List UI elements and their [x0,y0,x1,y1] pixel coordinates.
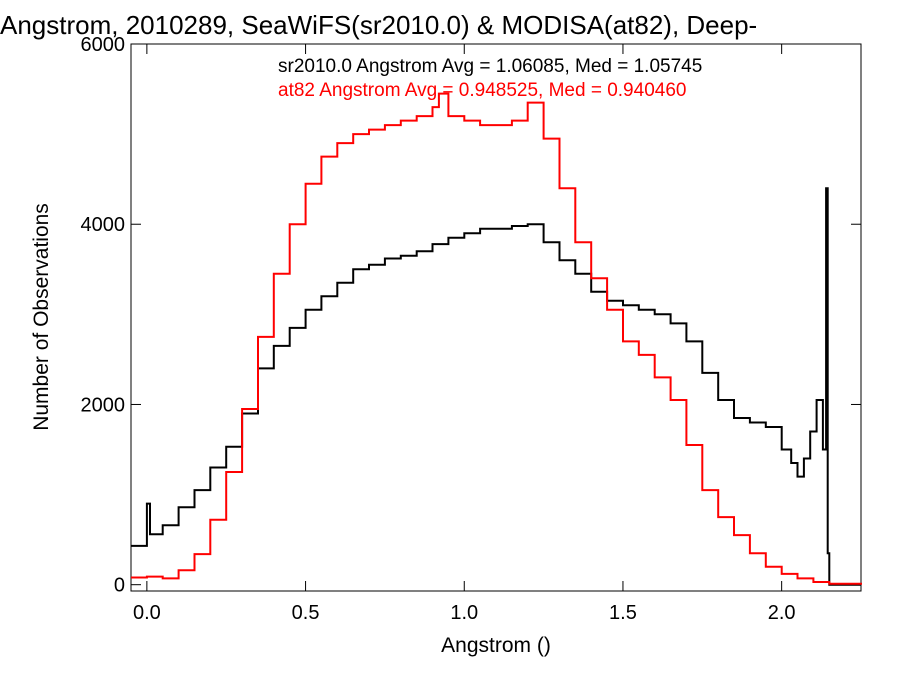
x-tick-label: 1.0 [450,602,478,624]
x-tick-label: 0.0 [133,602,161,624]
y-tick-label: 4000 [81,214,126,236]
y-tick-label: 0 [114,575,125,597]
plot-frame [130,43,862,592]
y-tick-label: 6000 [81,34,126,56]
series-line-sr2010 [131,187,861,586]
series-line-at82 [131,92,862,585]
y-tick-label: 2000 [81,394,126,416]
x-tick-label: 2.0 [768,602,796,624]
x-tick-label: 1.5 [609,602,637,624]
y-axis-label: Number of Observations [30,203,53,431]
annotation-at82: at82 Angstrom Avg = 0.948525, Med = 0.94… [278,80,686,101]
annotation-sr2010: sr2010.0 Angstrom Avg = 1.06085, Med = 1… [278,56,702,77]
x-axis-label: Angstrom () [441,634,551,657]
x-tick-label: 0.5 [292,602,320,624]
chart-title: Angstrom, 2010289, SeaWiFS(sr2010.0) & M… [0,10,757,40]
